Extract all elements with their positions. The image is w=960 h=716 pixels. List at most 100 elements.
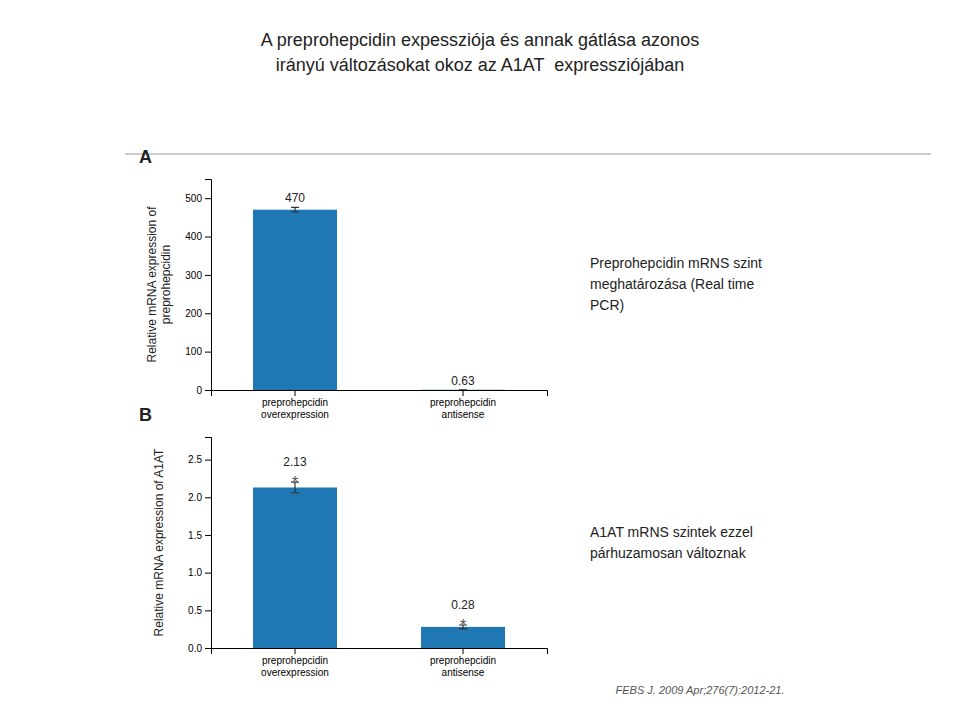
- text-line: Relative mRNA expression of: [145, 206, 159, 363]
- text-line: antisense: [442, 667, 485, 678]
- panel: 0100200300400500preprohepcidinoverexpres…: [139, 147, 762, 420]
- x-tick-label: preprohepcidinoverexpression: [261, 655, 329, 678]
- y-tick: 0: [196, 385, 211, 396]
- x-axis: preprohepcidinoverexpressionpreprohepcid…: [212, 648, 548, 678]
- x-axis: preprohepcidinoverexpressionpreprohepcid…: [212, 390, 548, 420]
- y-tick-mark: [205, 352, 211, 353]
- data-label: 470: [285, 191, 305, 205]
- marks: [253, 482, 505, 648]
- labels: * 2.13 * 0.28: [283, 455, 475, 634]
- y-tick-mark: [205, 198, 211, 199]
- x-tick: preprohepcidinoverexpression: [261, 648, 329, 678]
- y-tick-mark: [205, 573, 211, 574]
- y-tick: 0.0: [188, 643, 211, 654]
- y-axis: 0.0 0.5 1.0 1.5 2.0 2.5: [188, 438, 211, 654]
- x-tick-mark: [295, 390, 296, 396]
- marks: [253, 207, 505, 390]
- significance-mark: *: [460, 617, 466, 634]
- x-tick-mark: [295, 648, 296, 654]
- y-tick-label: 100: [185, 346, 202, 357]
- data-label: 0.63: [451, 374, 475, 388]
- y-tick-label: 200: [185, 308, 202, 319]
- bar: [253, 210, 337, 390]
- y-tick-mark: [205, 313, 211, 314]
- y-tick-label: 400: [185, 231, 202, 242]
- y-tick-label: 500: [185, 193, 202, 204]
- bar: [421, 389, 505, 390]
- text-line: preprohepcidin: [262, 655, 328, 666]
- panel: 0.00.51.01.52.02.5preprohepcidinoverexpr…: [139, 405, 753, 678]
- y-tick-label: 0: [196, 385, 202, 396]
- y-axis: 0 100 200 300 400 500: [185, 180, 211, 396]
- x-tick-mark: [463, 648, 464, 654]
- error-bar: [291, 207, 299, 212]
- panel-title: B: [139, 405, 152, 425]
- y-axis-title: Relative mRNA expression ofpreprohepcidi…: [145, 206, 173, 363]
- y-tick-mark: [205, 275, 211, 276]
- title: A preprohepcidin expessziója és annak gá…: [261, 30, 699, 75]
- text-line: Relative mRNA expression of A1AT: [152, 448, 166, 637]
- text-line: irányú változásokat okoz az A1AT express…: [276, 55, 685, 75]
- y-tick-mark: [205, 535, 211, 536]
- data-label: 0.28: [451, 598, 475, 612]
- chart-svg: A preprohepcidin expessziója és annak gá…: [0, 0, 960, 716]
- y-tick-label: 2.5: [188, 454, 202, 465]
- panel-title: A: [139, 147, 152, 167]
- y-tick: 300: [185, 270, 211, 281]
- annotation: A1AT mRNS szintek ezzel párhuzamosan vált…: [590, 524, 753, 561]
- text-line: overexpression: [261, 667, 329, 678]
- y-tick-label: 0.5: [188, 605, 202, 616]
- text-line: A1AT mRNS szintek ezzel: [590, 524, 753, 540]
- footer: FEBS J. 2009 Apr;276(7):2012-21.: [616, 684, 785, 696]
- text-line: meghatározása (Real time: [590, 276, 754, 292]
- y-tick: 400: [185, 231, 211, 242]
- text-line: antisense: [442, 409, 485, 420]
- y-tick-mark: [205, 648, 211, 649]
- error-bar: [459, 389, 467, 390]
- x-tick-label: preprohepcidinantisense: [430, 655, 496, 678]
- x-tick: preprohepcidinantisense: [430, 390, 496, 420]
- x-axis-line: [212, 391, 548, 397]
- y-tick-mark: [205, 610, 211, 611]
- text-line: overexpression: [261, 409, 329, 420]
- y-tick: 100: [185, 346, 211, 357]
- x-tick: preprohepcidinantisense: [430, 648, 496, 678]
- data-label: 2.13: [283, 455, 307, 469]
- text-line: Preprohepcidin mRNS szint: [590, 255, 762, 271]
- y-tick: 1.5: [188, 530, 211, 541]
- y-tick-mark: [205, 237, 211, 238]
- text-line: párhuzamosan változnak: [590, 545, 747, 561]
- y-tick: 1.0: [188, 567, 211, 578]
- y-tick: 200: [185, 308, 211, 319]
- y-tick-label: 300: [185, 270, 202, 281]
- labels: 470 0.63: [285, 191, 475, 387]
- y-axis-line: [205, 180, 212, 391]
- y-tick-mark: [205, 497, 211, 498]
- y-tick: 500: [185, 193, 211, 204]
- y-tick: 0.5: [188, 605, 211, 616]
- x-tick-label: preprohepcidinantisense: [430, 397, 496, 420]
- y-tick: 2.0: [188, 492, 211, 503]
- y-tick-label: 2.0: [188, 492, 202, 503]
- y-tick-label: 1.5: [188, 530, 202, 541]
- significance-mark: *: [292, 474, 298, 491]
- text-line: PCR): [590, 297, 624, 313]
- text-line: preprohepcidin: [430, 655, 496, 666]
- y-axis-title: Relative mRNA expression of A1AT: [152, 448, 166, 637]
- x-tick-mark: [463, 390, 464, 396]
- annotation: Preprohepcidin mRNS szint meghatározása (…: [590, 255, 762, 313]
- text-line: preprohepcidin: [262, 397, 328, 408]
- text-line: preprohepcidin: [159, 245, 173, 324]
- x-tick-label: preprohepcidinoverexpression: [261, 397, 329, 420]
- y-tick-mark: [205, 460, 211, 461]
- separator: [125, 154, 931, 155]
- y-axis-line: [205, 438, 212, 649]
- y-tick: 2.5: [188, 454, 211, 465]
- x-tick: preprohepcidinoverexpression: [261, 390, 329, 420]
- y-tick-label: 1.0: [188, 567, 202, 578]
- text-line: preprohepcidin: [430, 397, 496, 408]
- bar: [253, 487, 337, 648]
- y-tick-label: 0.0: [188, 643, 202, 654]
- y-tick-mark: [205, 390, 211, 391]
- text-line: A preprohepcidin expessziója és annak gá…: [261, 30, 699, 50]
